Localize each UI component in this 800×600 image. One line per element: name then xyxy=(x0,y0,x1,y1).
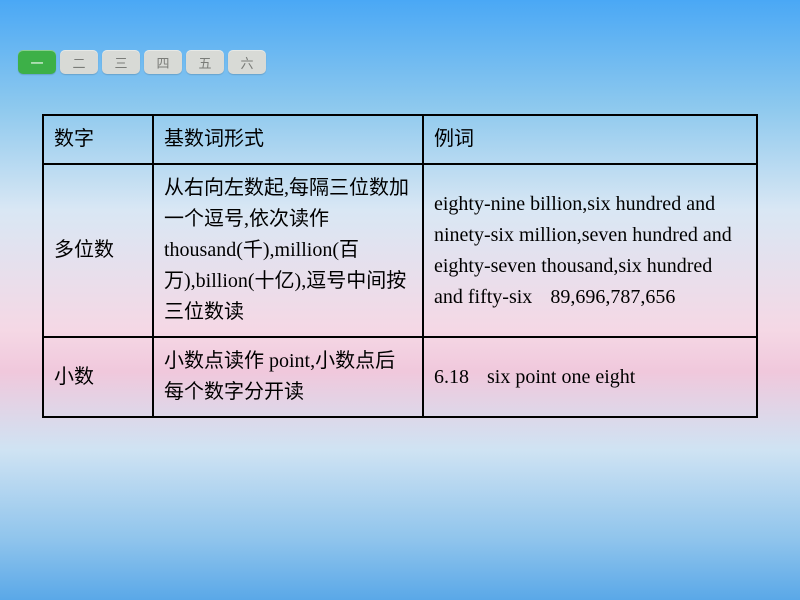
tab-three[interactable]: 三 xyxy=(102,50,140,74)
cell-type: 小数 xyxy=(43,337,153,417)
tab-five[interactable]: 五 xyxy=(186,50,224,74)
cell-type: 多位数 xyxy=(43,164,153,337)
tab-one[interactable]: 一 xyxy=(18,50,56,74)
header-form: 基数词形式 xyxy=(153,115,423,164)
table-header-row: 数字 基数词形式 例词 xyxy=(43,115,757,164)
header-example: 例词 xyxy=(423,115,757,164)
cell-form: 小数点读作 point,小数点后每个数字分开读 xyxy=(153,337,423,417)
cell-example: eighty-nine billion,six hundred and nine… xyxy=(423,164,757,337)
table-row: 多位数 从右向左数起,每隔三位数加一个逗号,依次读作thousand(千),mi… xyxy=(43,164,757,337)
cell-form: 从右向左数起,每隔三位数加一个逗号,依次读作thousand(千),millio… xyxy=(153,164,423,337)
content-area: 数字 基数词形式 例词 多位数 从右向左数起,每隔三位数加一个逗号,依次读作th… xyxy=(0,74,800,418)
tab-four[interactable]: 四 xyxy=(144,50,182,74)
header-number: 数字 xyxy=(43,115,153,164)
tab-six[interactable]: 六 xyxy=(228,50,266,74)
tab-two[interactable]: 二 xyxy=(60,50,98,74)
table-row: 小数 小数点读作 point,小数点后每个数字分开读 6.18six point… xyxy=(43,337,757,417)
numerals-table: 数字 基数词形式 例词 多位数 从右向左数起,每隔三位数加一个逗号,依次读作th… xyxy=(42,114,758,418)
tab-bar: 一 二 三 四 五 六 xyxy=(0,0,800,74)
cell-example: 6.18six point one eight xyxy=(423,337,757,417)
